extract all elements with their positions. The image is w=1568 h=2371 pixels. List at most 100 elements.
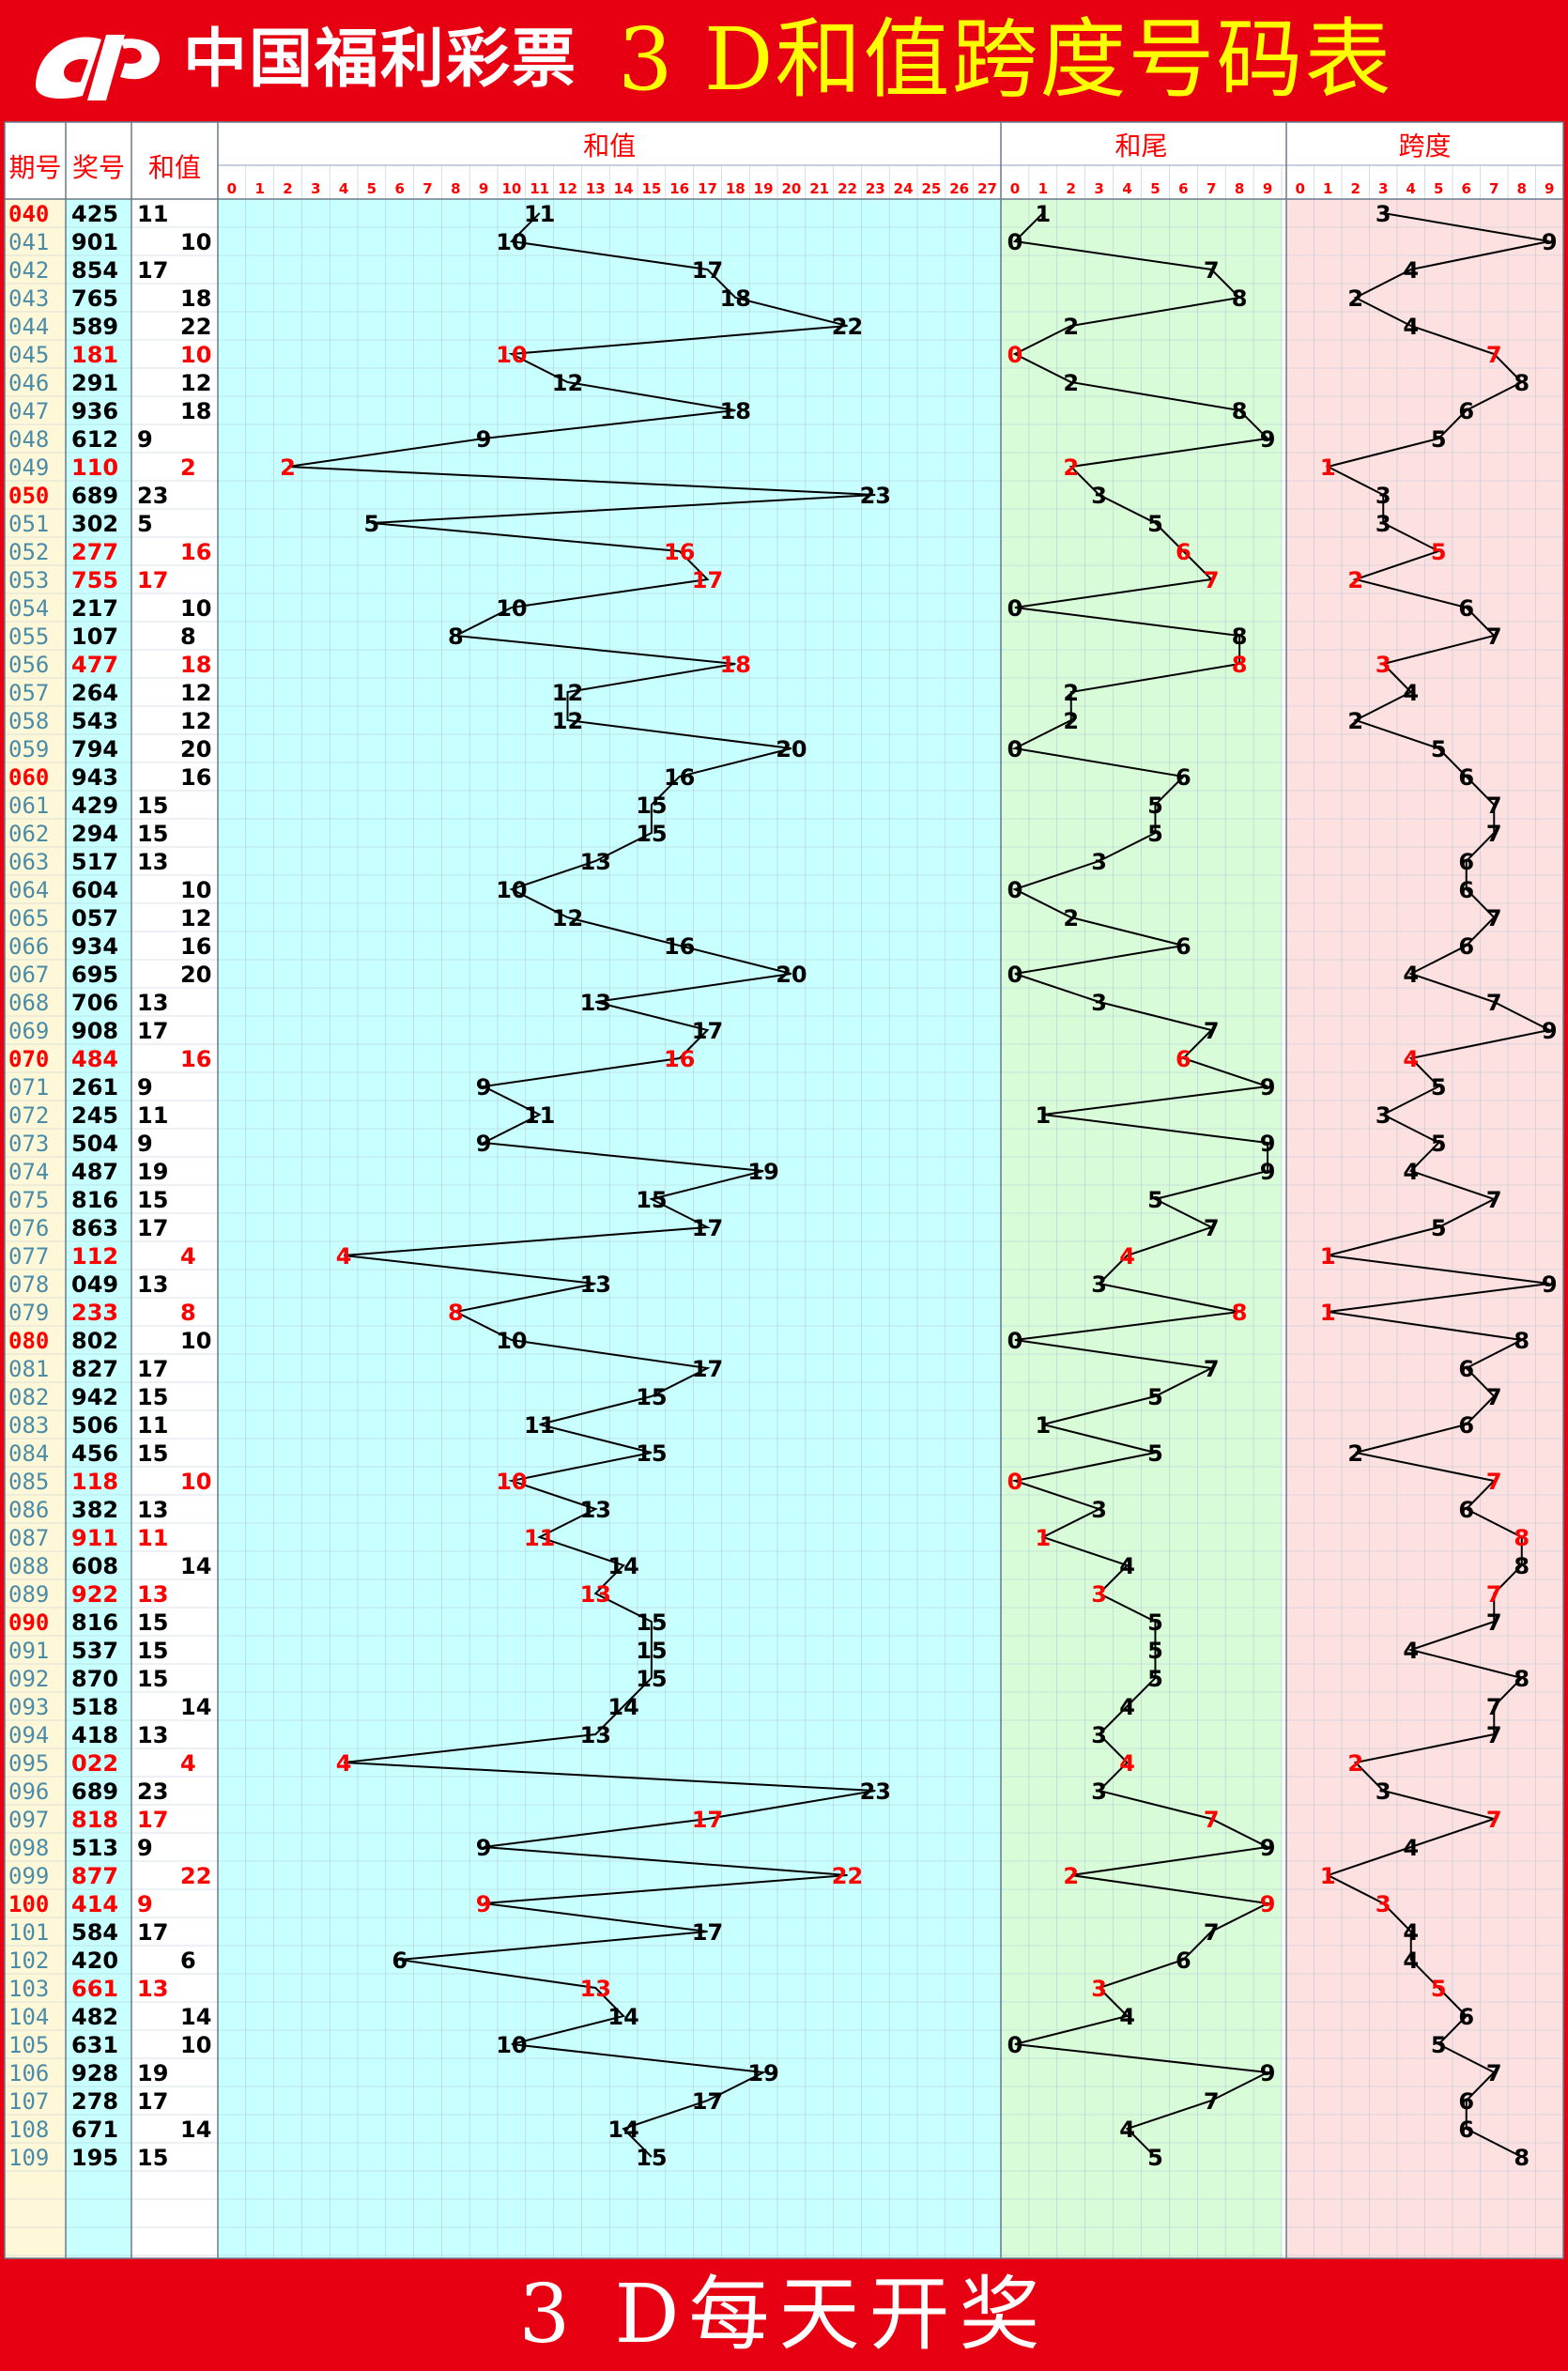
issue-cell: 106: [8, 2060, 49, 2086]
issue-cell: 051: [8, 511, 49, 537]
number-cell: 877: [71, 1863, 118, 1889]
sum-cell: 10: [180, 2032, 211, 2058]
issue-cell: 041: [8, 229, 49, 255]
number-cell: 418: [71, 1722, 118, 1748]
tail-point-label: 5: [1147, 511, 1163, 537]
sum-cell: 16: [180, 933, 211, 960]
issue-cell: 098: [8, 1835, 49, 1861]
issue-cell: 073: [8, 1131, 49, 1157]
sum-point-label: 19: [747, 2060, 778, 2086]
sum-cell: 12: [180, 905, 211, 931]
span-point-label: 9: [1542, 1271, 1558, 1298]
sum-cell: 15: [137, 1187, 168, 1213]
issue-column-bg: [5, 199, 66, 2258]
number-cell: 022: [71, 1750, 118, 1777]
span-point-label: 7: [1486, 342, 1502, 368]
number-cell: 942: [71, 1384, 118, 1410]
sum-point-label: 10: [496, 877, 527, 903]
tail-point-label: 1: [1035, 201, 1051, 227]
sum-tick-label: 0: [227, 180, 237, 197]
tail-point-label: 2: [1063, 1863, 1079, 1889]
span-point-label: 8: [1514, 1553, 1530, 1579]
sum-cell: 18: [180, 398, 211, 424]
sum-cell: 17: [137, 257, 168, 284]
sum-tick-label: 10: [501, 180, 521, 197]
sum-point-label: 13: [580, 1722, 611, 1748]
sum-point-label: 10: [496, 595, 527, 622]
issue-cell: 093: [8, 1694, 49, 1720]
number-cell: 217: [71, 595, 118, 622]
issue-cell: 085: [8, 1469, 49, 1495]
tail-tick-label: 1: [1038, 180, 1048, 197]
sum-point-label: 22: [832, 314, 863, 340]
span-point-label: 6: [1458, 933, 1474, 960]
section-borders: [4, 121, 1564, 2259]
sum-point-label: 16: [664, 1046, 695, 1072]
span-point-label: 2: [1347, 285, 1363, 312]
sum-point-label: 8: [448, 624, 464, 650]
sum-cell: 16: [180, 764, 211, 791]
issue-cell: 105: [8, 2032, 49, 2058]
tail-point-label: 0: [1007, 229, 1023, 255]
number-cell: 181: [71, 342, 118, 368]
span-section-header: 跨度: [1398, 131, 1451, 162]
sum-cell: 16: [180, 539, 211, 565]
tail-point-label: 2: [1063, 370, 1079, 396]
sum-cell: 11: [137, 1525, 168, 1551]
tail-point-label: 9: [1260, 1835, 1276, 1861]
sum-cell: 9: [137, 1131, 153, 1157]
sum-point-label: 10: [496, 229, 527, 255]
span-point-label: 7: [1486, 1609, 1502, 1636]
tail-point-label: 5: [1147, 1666, 1163, 1692]
span-point-label: 5: [1431, 539, 1447, 565]
tail-point-label: 7: [1204, 1356, 1220, 1382]
tail-point-label: 7: [1204, 257, 1220, 284]
sum-point-label: 17: [692, 1215, 723, 1241]
span-point-label: 6: [1458, 877, 1474, 903]
span-point-label: 9: [1542, 1018, 1558, 1044]
sum-point-label: 9: [476, 1835, 492, 1861]
issue-cell: 040: [8, 201, 49, 227]
number-cell: 414: [71, 1891, 118, 1917]
span-point-label: 8: [1514, 370, 1530, 396]
span-point-label: 6: [1458, 2117, 1474, 2143]
span-point-label: 7: [1486, 624, 1502, 650]
footer-text: 3 D每天开奖: [518, 2268, 1050, 2362]
number-cell: 934: [71, 933, 118, 960]
issue-cell: 043: [8, 285, 49, 312]
issue-cell: 057: [8, 680, 49, 706]
issue-cell: 072: [8, 1102, 49, 1129]
number-cell: 695: [71, 962, 118, 988]
tail-point-label: 0: [1007, 877, 1023, 903]
sum-tick-label: 20: [781, 180, 801, 197]
tail-point-label: 8: [1232, 652, 1248, 678]
tail-tick-label: 2: [1067, 180, 1076, 197]
sum-point-label: 13: [580, 1497, 611, 1523]
tail-point-label: 7: [1204, 1919, 1220, 1946]
span-point-label: 6: [1458, 764, 1474, 791]
number-cell: 107: [71, 624, 118, 650]
issue-cell: 096: [8, 1778, 49, 1805]
sum-cell: 9: [137, 1891, 153, 1917]
number-cell: 870: [71, 1666, 118, 1692]
issue-cell: 058: [8, 708, 49, 734]
number-cell: 827: [71, 1356, 118, 1382]
tail-point-label: 7: [1204, 1018, 1220, 1044]
span-tick-label: 6: [1462, 180, 1471, 197]
sum-point-label: 20: [776, 736, 807, 762]
span-point-label: 3: [1376, 1102, 1391, 1129]
issue-cell: 087: [8, 1525, 49, 1551]
tail-point-label: 5: [1147, 1187, 1163, 1213]
tail-point-label: 2: [1063, 454, 1079, 481]
sum-point-label: 11: [524, 1525, 555, 1551]
issue-cell: 046: [8, 370, 49, 396]
span-tick-label: 2: [1351, 180, 1360, 197]
number-cell: 477: [71, 652, 118, 678]
tail-point-label: 8: [1232, 398, 1248, 424]
span-tick-label: 5: [1434, 180, 1443, 197]
welfare-lottery-logo-icon: [36, 35, 161, 100]
sum-cell: 13: [137, 1722, 168, 1748]
number-cell: 818: [71, 1807, 118, 1833]
sum-tick-label: 3: [311, 180, 320, 197]
sum-cell: 15: [137, 2145, 168, 2171]
